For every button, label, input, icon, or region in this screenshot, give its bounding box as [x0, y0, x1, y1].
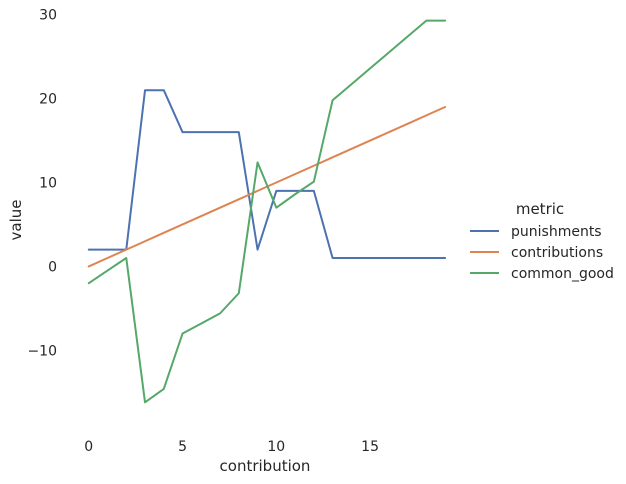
- x-axis-label: contribution: [220, 457, 311, 475]
- y-tick-label: 20: [39, 92, 57, 108]
- series-line-punishments: [87, 89, 447, 260]
- legend-label: contributions: [511, 245, 603, 261]
- x-axis-ticks: 0 5 10 15: [84, 439, 379, 455]
- series-line-common-good: [87, 19, 447, 404]
- legend-label: punishments: [511, 224, 602, 240]
- y-axis-ticks: 30 20 10 0 −10: [27, 8, 57, 360]
- x-tick-label: 0: [84, 439, 93, 455]
- y-axis-label: value: [7, 200, 25, 241]
- y-tick-label: 0: [48, 259, 57, 275]
- x-tick-label: 5: [178, 439, 187, 455]
- y-tick-label: 30: [39, 8, 57, 24]
- legend: metric punishments contributions common_go…: [470, 200, 614, 282]
- y-tick-label: −10: [27, 343, 57, 359]
- x-tick-label: 10: [267, 439, 285, 455]
- legend-item-common-good: common_good: [470, 266, 614, 282]
- plot-area: [87, 19, 447, 404]
- y-tick-label: 10: [39, 176, 57, 192]
- legend-item-punishments: punishments: [470, 224, 602, 240]
- x-tick-label: 15: [361, 439, 379, 455]
- legend-item-contributions: contributions: [470, 245, 603, 261]
- legend-title: metric: [516, 200, 564, 218]
- legend-label: common_good: [511, 266, 614, 282]
